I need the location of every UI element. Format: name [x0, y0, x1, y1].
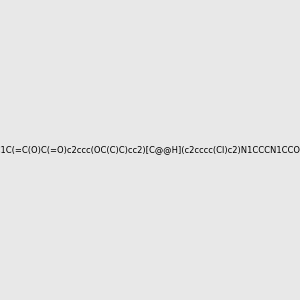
Text: O=C1C(=C(O)C(=O)c2ccc(OC(C)C)cc2)[C@@H](c2cccc(Cl)c2)N1CCCN1CCOCC1: O=C1C(=C(O)C(=O)c2ccc(OC(C)C)cc2)[C@@H](…: [0, 146, 300, 154]
